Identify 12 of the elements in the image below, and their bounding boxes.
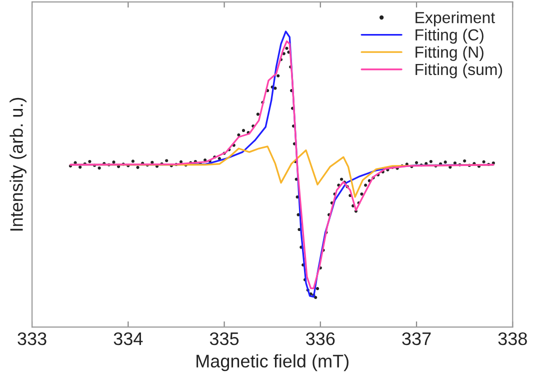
x-axis-title: Magnetic field (mT) <box>196 354 348 372</box>
x-tick-label: 338 <box>498 332 527 346</box>
x-tick-label: 333 <box>18 332 46 346</box>
y-axis-title: Intensity (arb. u.) <box>10 98 26 231</box>
x-tick-label: 336 <box>306 332 335 346</box>
legend-label: Fitting (N) <box>416 46 484 61</box>
x-tick-label: 334 <box>114 332 143 346</box>
legend-label: Fitting (sum) <box>416 63 502 78</box>
legend-label: Fitting (C) <box>416 28 484 44</box>
x-tick-label: 337 <box>402 332 431 346</box>
x-tick-label: 335 <box>210 332 239 346</box>
legend-label: Experiment <box>416 12 495 26</box>
